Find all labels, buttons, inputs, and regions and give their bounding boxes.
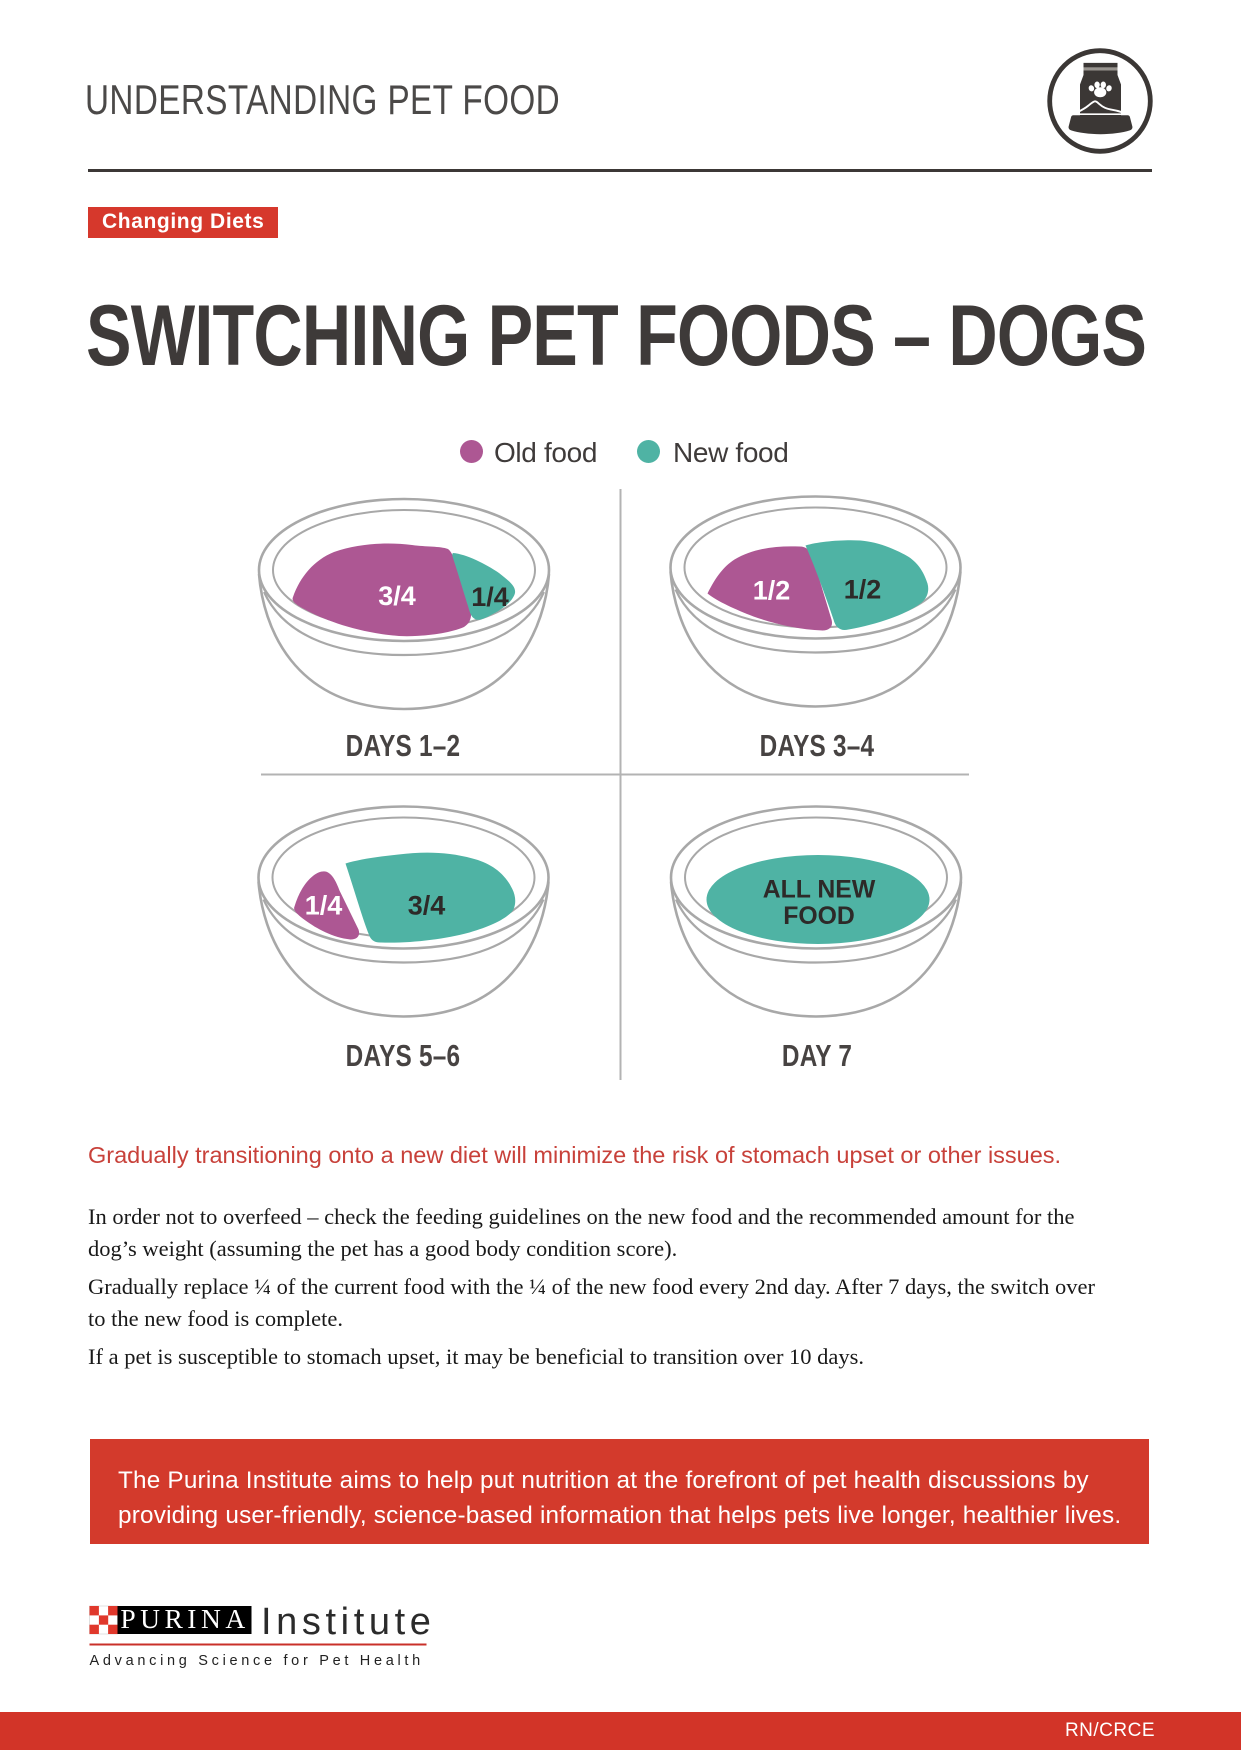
svg-text:Advancing Science for Pet Heal: Advancing Science for Pet Health [90,1653,424,1669]
svg-text:Institute: Institute [261,1601,435,1643]
svg-text:3/4: 3/4 [378,581,416,611]
svg-text:1/4: 1/4 [471,582,509,612]
svg-text:PURINA: PURINA [120,1603,249,1634]
svg-text:FOOD: FOOD [783,903,855,930]
svg-text:1/2: 1/2 [753,576,791,606]
svg-text:ALL NEW: ALL NEW [763,877,876,904]
svg-text:3/4: 3/4 [408,891,446,921]
svg-text:1/2: 1/2 [844,575,882,605]
svg-text:1/4: 1/4 [305,891,343,921]
